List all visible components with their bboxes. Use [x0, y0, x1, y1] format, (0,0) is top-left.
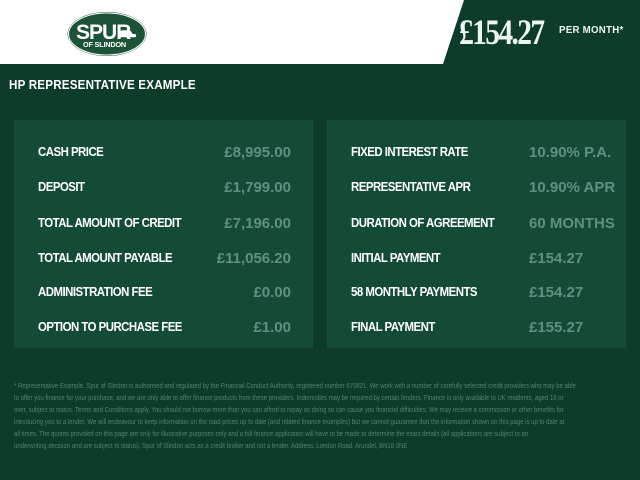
- svg-text:OF SLINDON: OF SLINDON: [83, 40, 126, 49]
